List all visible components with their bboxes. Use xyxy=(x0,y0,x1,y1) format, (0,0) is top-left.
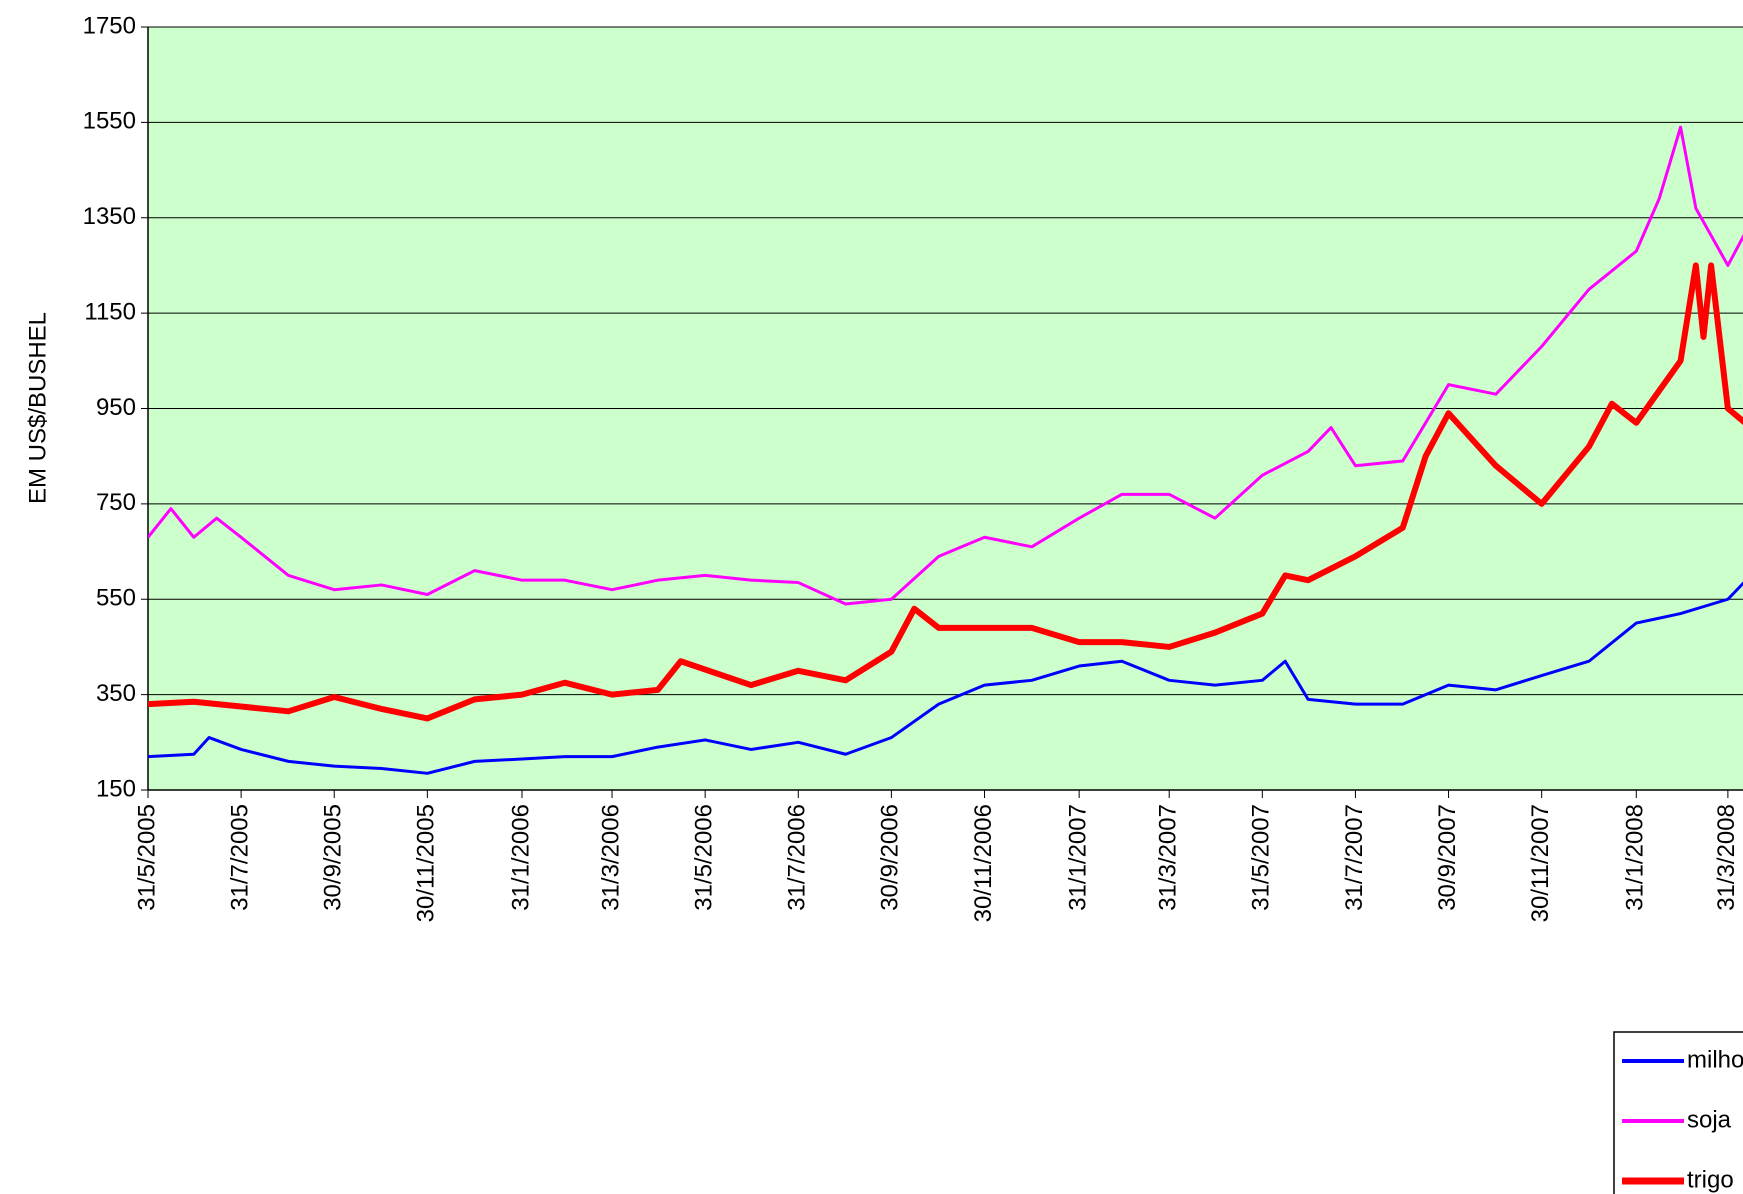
legend-label: milho xyxy=(1687,1046,1743,1073)
x-tick-label: 31/5/2006 xyxy=(691,804,718,911)
x-tick-label: 30/11/2007 xyxy=(1527,804,1554,922)
legend-label: soja xyxy=(1687,1106,1732,1133)
x-tick-label: 30/9/2007 xyxy=(1434,804,1461,911)
plot-lines xyxy=(148,125,1743,775)
y-tick-label: 1550 xyxy=(83,108,136,135)
y-tick-label: 750 xyxy=(96,489,136,516)
y-tick-label: 1350 xyxy=(83,203,136,230)
x-tick-label: 31/7/2007 xyxy=(1341,804,1368,911)
x-tick-label: 31/5/2007 xyxy=(1248,804,1275,911)
x-tick-label: 30/11/2006 xyxy=(970,804,997,922)
y-axis-label: EM US$/BUSHEL xyxy=(24,312,51,504)
y-tick-label: 1750 xyxy=(83,12,136,39)
x-tick-label: 30/9/2005 xyxy=(320,804,347,911)
y-tick-label: 1150 xyxy=(84,298,136,325)
x-tick-label: 31/1/2008 xyxy=(1622,804,1649,911)
x-tick-label: 31/3/2006 xyxy=(597,804,624,911)
x-tick-label: 31/1/2006 xyxy=(507,804,534,911)
line-series xyxy=(148,262,1743,722)
y-tick-label: 550 xyxy=(96,585,136,612)
x-tick-label: 31/3/2007 xyxy=(1155,804,1182,911)
x-tick-label: 31/7/2005 xyxy=(226,804,253,911)
x-tick-label: 30/9/2006 xyxy=(877,804,904,911)
x-tick-label: 31/3/2008 xyxy=(1713,804,1740,911)
x-tick-label: 31/7/2006 xyxy=(784,804,811,911)
line-series xyxy=(148,581,1743,775)
legend-label: trigo xyxy=(1687,1166,1734,1193)
x-tick-label: 30/11/2005 xyxy=(413,804,440,922)
y-tick-label: 350 xyxy=(96,680,136,707)
y-tick-label: 950 xyxy=(96,394,136,421)
x-tick-label: 31/5/2005 xyxy=(133,804,160,911)
y-tick-label: 150 xyxy=(96,775,136,802)
line-series xyxy=(148,125,1743,606)
x-tick-label: 31/1/2007 xyxy=(1064,804,1091,911)
